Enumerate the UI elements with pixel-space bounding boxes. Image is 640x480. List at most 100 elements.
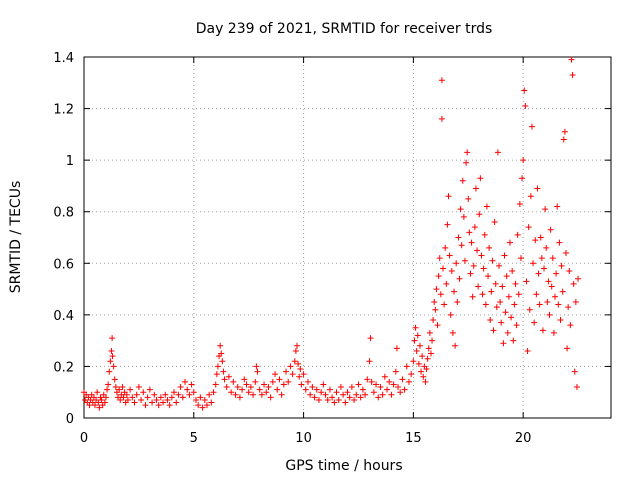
data-point bbox=[411, 337, 418, 344]
tick-labels: 0 5 10 15 20 0 0.2 0.4 0.6 0.8 1 1.2 1.4 bbox=[53, 51, 531, 446]
data-point bbox=[359, 386, 366, 393]
data-point bbox=[463, 159, 470, 166]
data-point bbox=[220, 368, 227, 375]
data-point bbox=[91, 402, 98, 409]
data-point bbox=[111, 376, 118, 383]
data-point bbox=[420, 373, 427, 380]
data-point bbox=[133, 391, 140, 398]
data-point bbox=[390, 381, 397, 388]
data-point bbox=[110, 363, 117, 370]
data-point bbox=[340, 391, 347, 398]
data-point bbox=[498, 319, 505, 326]
data-point bbox=[247, 384, 254, 391]
data-point bbox=[203, 402, 210, 409]
data-point bbox=[542, 206, 549, 213]
data-point bbox=[438, 77, 445, 84]
data-point bbox=[392, 368, 399, 375]
data-point bbox=[348, 384, 355, 391]
data-point bbox=[425, 345, 432, 352]
data-point bbox=[381, 373, 388, 380]
data-point bbox=[436, 255, 443, 262]
data-point bbox=[399, 376, 406, 383]
data-point bbox=[162, 391, 169, 398]
chart-title: Day 239 of 2021, SRMTID for receiver trd… bbox=[196, 21, 493, 37]
data-point bbox=[105, 381, 112, 388]
data-point bbox=[531, 319, 538, 326]
data-point bbox=[280, 381, 287, 388]
data-point bbox=[545, 278, 552, 285]
data-point bbox=[546, 311, 553, 318]
y-tick-label: 1.2 bbox=[53, 103, 74, 118]
data-point bbox=[201, 396, 208, 403]
x-tick-label: 20 bbox=[515, 431, 532, 446]
data-point bbox=[263, 389, 270, 396]
data-point bbox=[120, 394, 127, 401]
data-point bbox=[476, 211, 483, 218]
data-point bbox=[456, 275, 463, 282]
data-point bbox=[331, 399, 338, 406]
data-point bbox=[98, 396, 105, 403]
data-point bbox=[461, 257, 468, 264]
data-point bbox=[437, 291, 444, 298]
axis-ticks bbox=[83, 56, 611, 419]
data-point bbox=[175, 391, 182, 398]
data-point bbox=[397, 389, 404, 396]
data-point bbox=[512, 280, 519, 287]
data-point bbox=[234, 384, 241, 391]
data-point bbox=[535, 270, 542, 277]
data-point bbox=[329, 394, 336, 401]
data-point bbox=[276, 376, 283, 383]
data-point bbox=[539, 327, 546, 334]
data-point bbox=[123, 391, 130, 398]
data-point bbox=[131, 399, 138, 406]
data-point bbox=[177, 384, 184, 391]
data-point bbox=[427, 350, 434, 357]
data-point bbox=[491, 219, 498, 226]
data-point bbox=[559, 288, 566, 295]
data-point bbox=[440, 265, 447, 272]
data-point bbox=[297, 366, 304, 373]
data-point bbox=[324, 396, 331, 403]
data-point bbox=[556, 239, 563, 246]
data-point bbox=[449, 329, 456, 336]
data-point bbox=[575, 275, 582, 282]
data-point bbox=[418, 368, 425, 375]
data-point bbox=[447, 311, 454, 318]
data-point bbox=[472, 185, 479, 192]
data-point bbox=[335, 396, 342, 403]
data-point bbox=[455, 234, 462, 241]
data-point bbox=[569, 72, 576, 79]
data-point bbox=[401, 386, 408, 393]
data-point bbox=[469, 293, 476, 300]
x-tick-label: 0 bbox=[80, 431, 88, 446]
data-point bbox=[416, 342, 423, 349]
data-point bbox=[375, 394, 382, 401]
data-point bbox=[250, 391, 257, 398]
data-point bbox=[452, 342, 459, 349]
data-point bbox=[550, 329, 557, 336]
data-point bbox=[252, 378, 259, 385]
data-point bbox=[566, 268, 573, 275]
data-point bbox=[355, 381, 362, 388]
data-point bbox=[441, 301, 448, 308]
data-point bbox=[536, 301, 543, 308]
plot-frame bbox=[83, 56, 612, 419]
data-point bbox=[344, 389, 351, 396]
data-point bbox=[138, 396, 145, 403]
data-point bbox=[186, 391, 193, 398]
data-point bbox=[337, 384, 344, 391]
data-point bbox=[570, 280, 577, 287]
data-point bbox=[94, 389, 101, 396]
data-point bbox=[487, 317, 494, 324]
data-point bbox=[112, 384, 119, 391]
data-point bbox=[435, 273, 442, 280]
y-tick-label: 0.6 bbox=[53, 257, 74, 272]
data-point bbox=[405, 378, 412, 385]
data-point bbox=[522, 102, 529, 109]
data-point bbox=[503, 273, 510, 280]
data-point bbox=[470, 262, 477, 269]
data-point bbox=[565, 304, 572, 311]
data-point bbox=[239, 386, 246, 393]
data-point bbox=[471, 224, 478, 231]
data-point bbox=[494, 149, 501, 156]
